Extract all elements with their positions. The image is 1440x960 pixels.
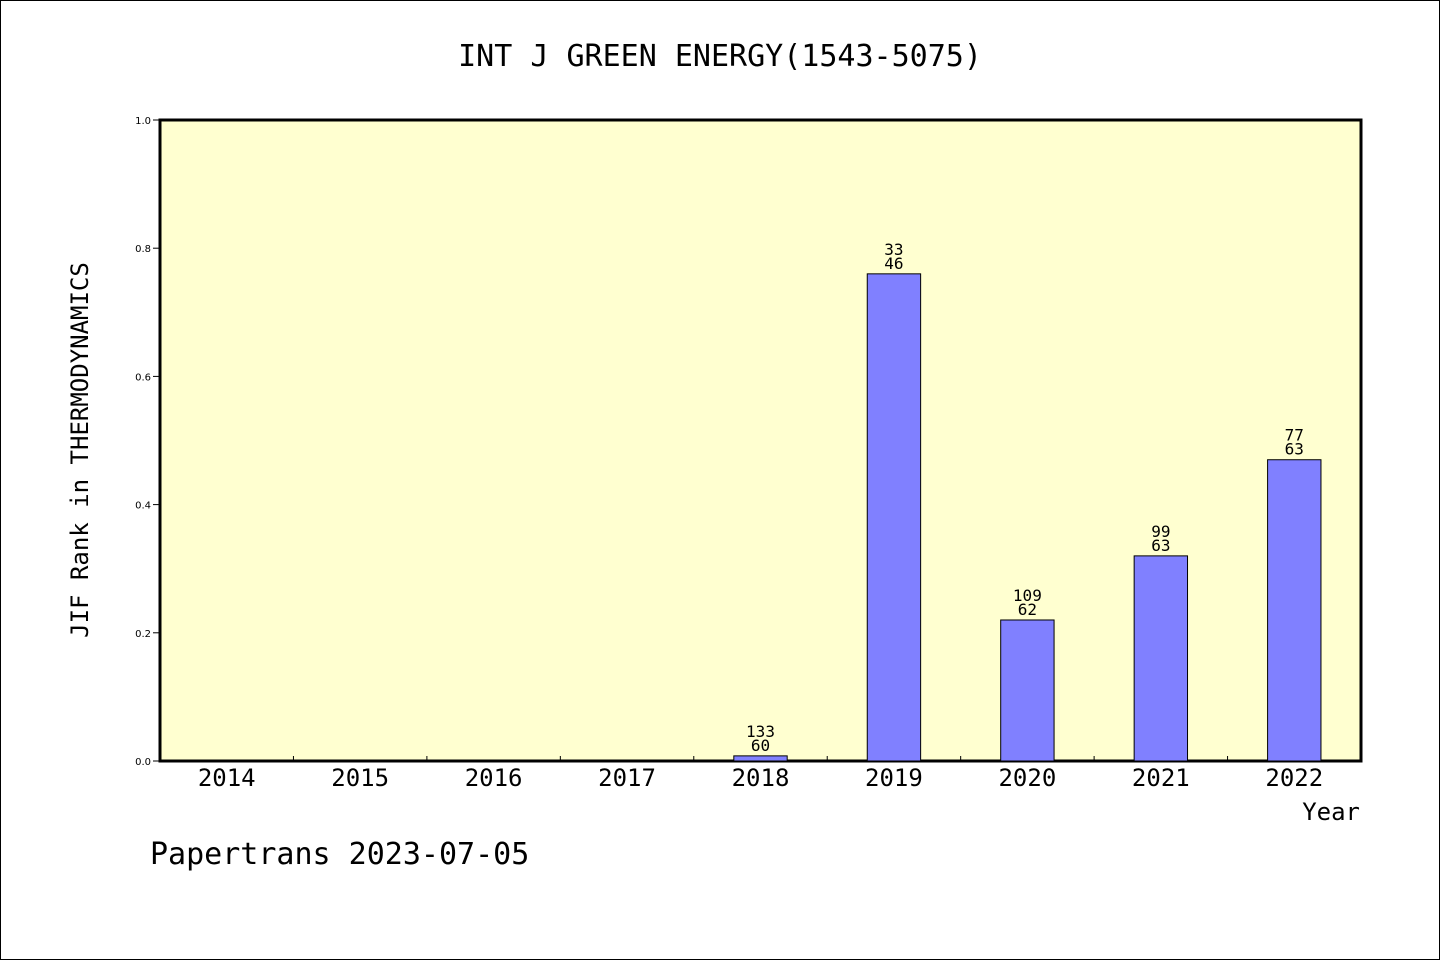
bar-data-label: 77 <box>1285 426 1304 445</box>
chart-title: INT J GREEN ENERGY(1543-5075) <box>458 39 982 74</box>
y-axis-label: JIF Rank in THERMODYNAMICS <box>66 262 94 638</box>
bar-data-label: 60 <box>751 736 770 755</box>
bar-data-label: 133 <box>746 722 775 741</box>
bar-2020 <box>1000 619 1055 762</box>
y-tick-label: 0.2 <box>135 629 151 640</box>
bar-data-label: 99 <box>1151 522 1170 541</box>
bar-data-label: 63 <box>1151 536 1170 555</box>
y-tick-label: 0.0 <box>135 757 151 768</box>
y-tick-label: 0.6 <box>135 372 151 383</box>
bar-data-label: 109 <box>1013 586 1042 605</box>
y-tick-label: 1.0 <box>135 116 151 127</box>
x-tick-label: 2019 <box>865 764 923 792</box>
x-tick-label: 2015 <box>331 764 389 792</box>
bar-2018 <box>733 755 788 762</box>
x-tick-label: 2022 <box>1265 764 1323 792</box>
x-tick-label: 2014 <box>198 764 256 792</box>
x-tick-label: 2020 <box>998 764 1056 792</box>
x-tick-label: 2021 <box>1132 764 1190 792</box>
bar-series <box>733 273 1322 762</box>
x-tick-label: 2017 <box>598 764 656 792</box>
x-axis: 2014 2015 2016 2017 2018 2019 2020 2021 2022 <box>198 756 1323 792</box>
y-axis: 0.0 0.2 0.4 0.6 0.8 1.0 <box>135 116 160 768</box>
bar-2021 <box>1133 555 1189 762</box>
bar-2019 <box>866 273 922 762</box>
bar-2022 <box>1267 459 1322 762</box>
bar-data-label: 33 <box>884 240 903 259</box>
x-tick-label: 2018 <box>732 764 790 792</box>
x-tick-label: 2016 <box>465 764 523 792</box>
footer-text: Papertrans 2023-07-05 <box>150 837 529 872</box>
bar-data-label: 46 <box>884 254 903 273</box>
x-axis-label: Year <box>1302 798 1360 826</box>
y-tick-label: 0.8 <box>135 244 151 255</box>
bar-data-label: 62 <box>1018 600 1037 619</box>
y-tick-label: 0.4 <box>135 501 151 512</box>
bar-data-label: 63 <box>1285 440 1304 459</box>
